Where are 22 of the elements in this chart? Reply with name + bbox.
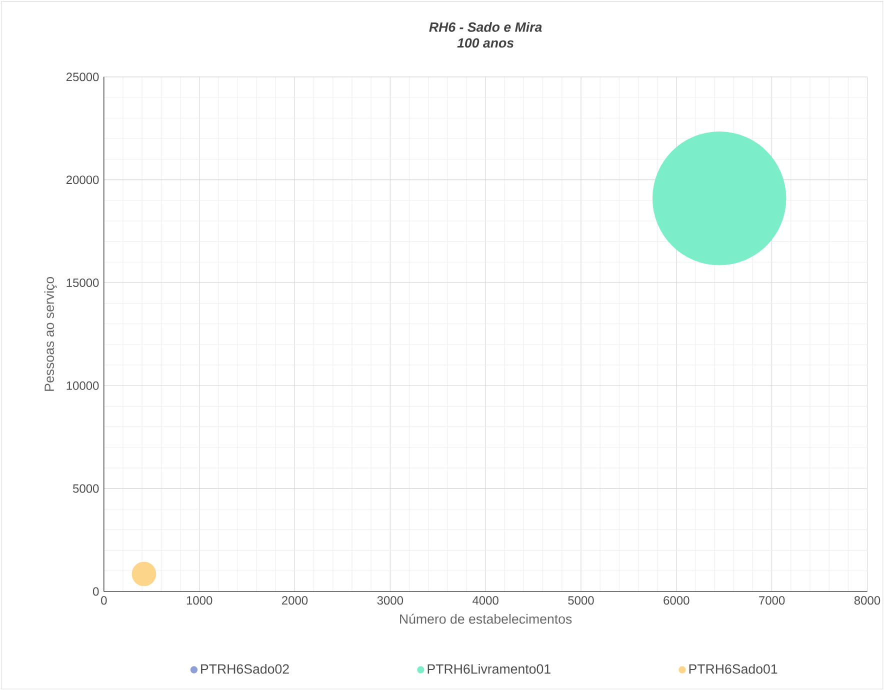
x-tick-label: 3000 — [377, 596, 404, 604]
y-tick-label: 0 — [92, 587, 99, 596]
y-tick-label: 25000 — [66, 72, 99, 81]
chart-subtitle: 100 anos — [457, 38, 514, 48]
x-tick-label: 7000 — [759, 596, 785, 604]
y-tick-label: 5000 — [73, 484, 99, 493]
x-tick-label: 4000 — [472, 596, 498, 604]
x-tick-label: 0 — [101, 596, 107, 604]
x-tick-label: 1000 — [186, 596, 212, 604]
x-tick-label: 2000 — [282, 596, 308, 604]
legend-label: PTRH6Sado02 — [201, 664, 289, 674]
legend-label: PTRH6Livramento01 — [428, 664, 550, 674]
x-tick-label: 5000 — [568, 596, 594, 604]
y-axis-title: Pessoas ao serviço — [44, 276, 57, 391]
x-axis-title: Número de estabelecimentos — [400, 614, 572, 624]
x-tick-label: 8000 — [854, 596, 880, 604]
x-tick-label: 6000 — [664, 596, 690, 604]
y-tick-label: 15000 — [66, 278, 99, 287]
chart-title: RH6 - Sado e Mira — [429, 22, 542, 32]
legend-label: PTRH6Sado01 — [689, 664, 778, 674]
y-tick-label: 20000 — [66, 175, 99, 184]
y-tick-label: 10000 — [66, 381, 99, 390]
